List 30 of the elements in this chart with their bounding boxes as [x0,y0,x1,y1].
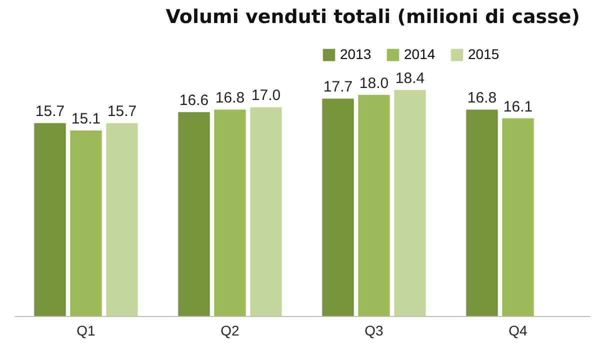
x-tick-label: Q2 [220,322,240,338]
bar [70,130,102,316]
bar [178,112,210,316]
bar [502,118,534,316]
data-label: 18.4 [395,70,425,87]
data-label: 15.7 [35,103,65,120]
data-label: 16.8 [215,90,245,107]
legend-label: 2014 [404,46,436,62]
data-label: 17.0 [251,87,281,104]
bar [106,123,138,316]
data-label: 18.0 [359,74,389,92]
bar [250,107,282,316]
legend-label: 2013 [340,46,372,62]
data-label: 16.8 [467,90,497,107]
x-tick-label: Q1 [76,322,96,338]
bar [214,110,246,316]
chart-title: Volumi venduti totali (milioni di casse) [166,6,580,28]
bar [394,90,426,316]
legend-label: 2015 [468,46,500,62]
x-tick-label: Q4 [508,322,528,338]
bar [466,110,498,316]
bar [358,94,390,316]
data-label: 17.7 [323,78,353,96]
x-tick-label: Q3 [364,322,384,338]
data-label: 15.7 [107,103,137,120]
bar [34,123,66,316]
bar [322,98,354,316]
data-label: 16.1 [503,98,533,116]
data-label: 16.6 [179,92,209,110]
data-label: 15.1 [71,110,101,128]
